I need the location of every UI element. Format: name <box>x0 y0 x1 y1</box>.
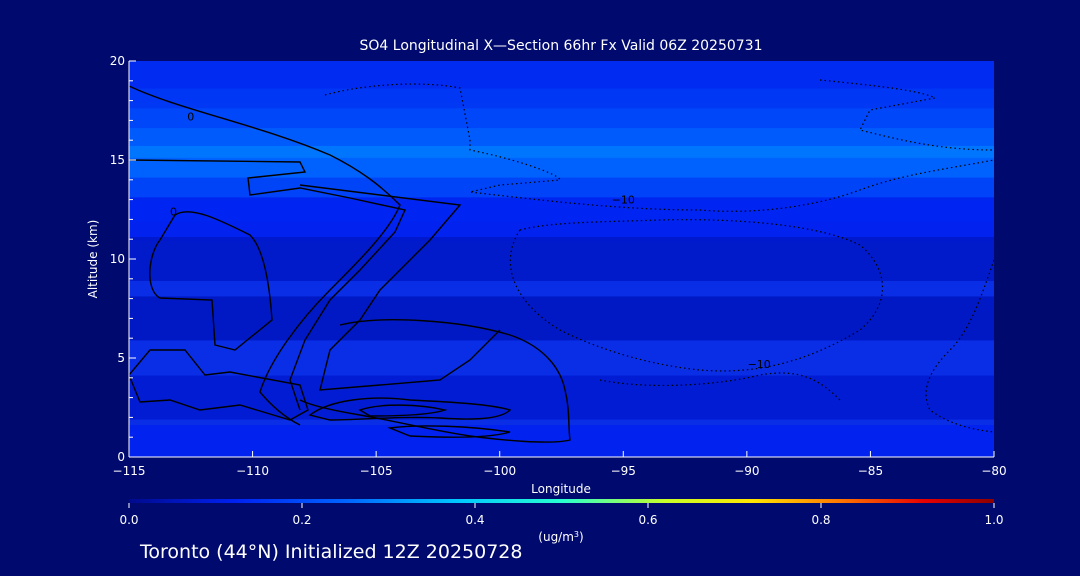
x-tick-label: −110 <box>236 464 269 478</box>
x-tick-label: −95 <box>611 464 636 478</box>
colorbar-ticks: 0.0 0.2 0.4 0.6 0.8 1.0 <box>119 503 1004 527</box>
contour-neg-east <box>925 259 994 433</box>
x-tick-label: −100 <box>483 464 516 478</box>
y-axis-ticks: 0 5 10 15 20 <box>110 54 136 464</box>
colorbar-unit-superscript: 3 <box>574 530 579 539</box>
x-tick-label: −85 <box>858 464 883 478</box>
colorbar-tick-label: 1.0 <box>984 513 1003 527</box>
contour-lines <box>129 85 571 443</box>
x-axis-label: Longitude <box>531 482 591 496</box>
contour-label: 0 <box>187 110 194 123</box>
y-tick-label: 5 <box>117 351 125 365</box>
contour-surface-2 <box>358 404 448 417</box>
x-tick-label: −105 <box>360 464 393 478</box>
heatmap-band <box>129 425 994 457</box>
contour-labels: 0 0 −10 −10 <box>170 110 771 371</box>
colorbar-tick-label: 0.6 <box>638 513 657 527</box>
heatmap-layers <box>129 61 994 457</box>
contour-zero-east <box>299 184 501 391</box>
y-tick-label: 10 <box>110 252 125 266</box>
colorbar: 0.0 0.2 0.4 0.6 0.8 1.0 (ug/m3) <box>119 499 1004 545</box>
contour-low-level <box>299 319 571 443</box>
contour-neg-upper <box>324 83 994 212</box>
heatmap-band <box>129 197 994 242</box>
contour-neg-mid <box>509 219 883 372</box>
contour-cell-upper <box>149 211 273 351</box>
y-axis: 0 5 10 15 20 Altitude (km) <box>86 54 136 464</box>
contour-dotted <box>324 79 994 433</box>
colorbar-unit-base: (ug/m <box>538 530 574 544</box>
chart-title: SO4 Longitudinal X—Section 66hr Fx Valid… <box>360 38 763 54</box>
colorbar-unit-close: ) <box>579 530 584 544</box>
contour-surface-1 <box>308 397 512 421</box>
heatmap-band <box>129 296 994 341</box>
contour-surface-3 <box>387 425 511 438</box>
footer-initialization-text: Toronto (44°N) Initialized 12Z 20250728 <box>140 541 523 563</box>
x-tick-label: −115 <box>113 464 146 478</box>
x-axis: −115 −110 −105 −100 −95 −90 −85 −80 Longitude <box>113 451 1007 496</box>
y-axis-label: Altitude (km) <box>86 220 100 299</box>
contour-lower-lobe <box>129 349 309 421</box>
contour-neg-low <box>599 372 841 401</box>
contour-label: 0 <box>170 205 177 218</box>
contour-zero-outer <box>129 85 401 426</box>
x-tick-label: −80 <box>981 464 1006 478</box>
x-axis-ticks: −115 −110 −105 −100 −95 −90 −85 −80 <box>113 451 1007 478</box>
heatmap-band <box>129 237 994 281</box>
contour-label: −10 <box>612 194 635 207</box>
colorbar-unit-label: (ug/m3) <box>538 530 583 545</box>
colorbar-tick-label: 0.2 <box>292 513 311 527</box>
y-tick-label: 15 <box>110 153 125 167</box>
colorbar-gradient <box>129 499 994 503</box>
y-tick-label: 20 <box>110 54 125 68</box>
y-tick-label: 0 <box>117 450 125 464</box>
colorbar-tick-label: 0.4 <box>465 513 484 527</box>
colorbar-tick-label: 0.8 <box>811 513 830 527</box>
heatmap-band <box>129 375 994 420</box>
plot-area: 0 0 −10 −10 <box>129 61 994 457</box>
contour-neg-top <box>819 79 994 151</box>
x-tick-label: −90 <box>734 464 759 478</box>
contour-label: −10 <box>748 358 771 371</box>
colorbar-tick-label: 0.0 <box>119 513 138 527</box>
contour-zero-inner <box>129 159 406 411</box>
